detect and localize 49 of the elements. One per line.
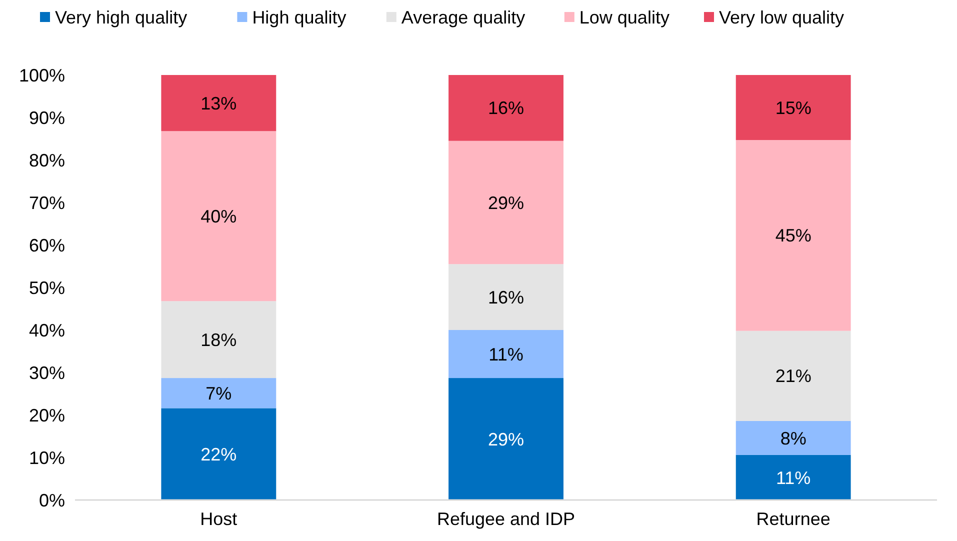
bar (448, 330, 564, 378)
data-label: 11% (776, 468, 811, 488)
data-label: 29% (488, 192, 524, 213)
y-tick-label: 90% (28, 108, 65, 128)
x-tick-label: Refugee and IDP (436, 509, 576, 529)
data-label: 8% (780, 428, 806, 448)
bar (161, 131, 276, 302)
x-tick-label: Returnee (756, 509, 830, 529)
bar (736, 140, 851, 331)
data-label: 13% (200, 93, 237, 114)
data-label: 21% (775, 366, 812, 386)
legend-label: High quality (252, 7, 346, 28)
data-label: 29% (488, 429, 524, 450)
bar (736, 330, 851, 421)
legend-label: Very low quality (719, 7, 844, 28)
bar (448, 75, 564, 141)
data-label: 40% (200, 206, 237, 226)
legend-label: Very high quality (55, 7, 188, 28)
bar (448, 140, 564, 264)
y-tick-label: 0% (38, 490, 65, 510)
y-tick-label: 10% (28, 448, 65, 468)
data-label: 7% (206, 383, 232, 404)
data-label: 16% (488, 98, 524, 118)
data-label: 45% (775, 226, 812, 246)
data-label: 16% (488, 287, 524, 308)
data-label: 22% (200, 444, 237, 464)
data-label: 18% (200, 330, 237, 350)
y-tick-label: 100% (18, 65, 65, 86)
y-tick-label: 30% (28, 362, 65, 383)
bar (736, 420, 851, 455)
y-tick-label: 80% (28, 150, 65, 170)
y-tick-label: 70% (28, 192, 65, 213)
bar (736, 75, 851, 140)
bar (736, 454, 851, 500)
bar (161, 75, 276, 132)
bar (161, 408, 276, 500)
y-tick-label: 20% (28, 405, 65, 426)
bar (161, 301, 276, 378)
legend-label: Average quality (401, 7, 526, 28)
x-tick-label: Host (200, 509, 238, 529)
y-tick-label: 40% (28, 320, 65, 340)
bar (161, 378, 276, 408)
y-tick-label: 50% (28, 278, 65, 298)
data-label: 15% (775, 98, 812, 118)
y-tick-label: 60% (28, 235, 65, 256)
data-label: 11% (488, 344, 524, 364)
legend-label: Low quality (579, 7, 670, 28)
bar (448, 378, 564, 500)
bar (448, 264, 564, 330)
